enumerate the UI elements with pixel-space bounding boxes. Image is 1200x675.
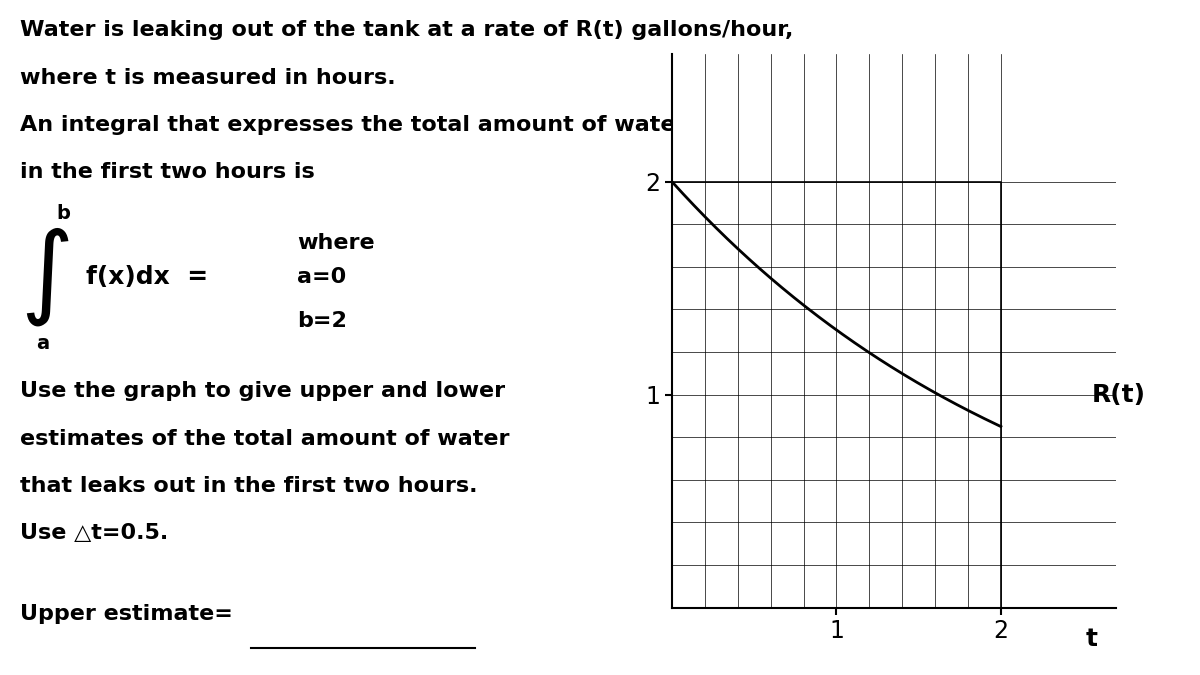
Text: where: where (298, 233, 374, 253)
Text: Upper estimate=: Upper estimate= (19, 604, 233, 624)
Text: a=0: a=0 (298, 267, 347, 287)
Text: f(x)dx  =: f(x)dx = (86, 265, 208, 289)
Text: where t is measured in hours.: where t is measured in hours. (19, 68, 396, 88)
Text: in the first two hours is: in the first two hours is (19, 162, 314, 182)
Text: Use △t=0.5.: Use △t=0.5. (19, 523, 168, 543)
Text: a: a (36, 334, 49, 353)
Text: Use the graph to give upper and lower: Use the graph to give upper and lower (19, 381, 505, 402)
Text: b: b (56, 204, 70, 223)
Text: R(t): R(t) (1091, 383, 1145, 406)
Text: Water is leaking out of the tank at a rate of R(t) gallons/hour,: Water is leaking out of the tank at a ra… (19, 20, 793, 40)
Text: $\int$: $\int$ (19, 225, 70, 328)
Text: b=2: b=2 (298, 310, 347, 331)
Text: An integral that expresses the total amount of water that leaks out: An integral that expresses the total amo… (19, 115, 869, 135)
Text: estimates of the total amount of water: estimates of the total amount of water (19, 429, 509, 449)
Text: that leaks out in the first two hours.: that leaks out in the first two hours. (19, 476, 478, 496)
Text: t: t (1085, 628, 1097, 651)
